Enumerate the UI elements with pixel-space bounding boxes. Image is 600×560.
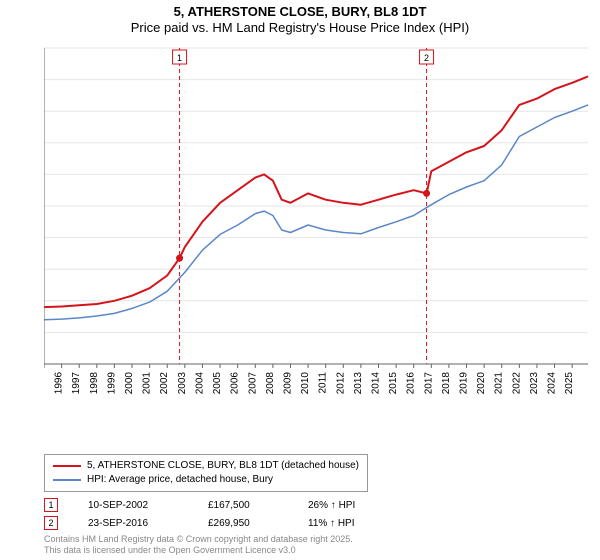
svg-text:2001: 2001 [142, 372, 153, 395]
svg-text:1: 1 [177, 53, 182, 63]
svg-text:2: 2 [424, 53, 429, 63]
events-table: 1 10-SEP-2002 £167,500 26% ↑ HPI 2 23-SE… [44, 496, 355, 532]
legend-row: 5, ATHERSTONE CLOSE, BURY, BL8 1DT (deta… [53, 459, 359, 473]
event-date: 10-SEP-2002 [88, 500, 178, 511]
event-row: 1 10-SEP-2002 £167,500 26% ↑ HPI [44, 496, 355, 514]
svg-text:2002: 2002 [159, 372, 170, 395]
svg-text:2013: 2013 [353, 372, 364, 395]
svg-text:2019: 2019 [459, 372, 470, 395]
svg-text:1997: 1997 [71, 372, 82, 395]
chart-container: 5, ATHERSTONE CLOSE, BURY, BL8 1DT Price… [0, 0, 600, 560]
svg-text:2000: 2000 [124, 372, 135, 395]
svg-text:2021: 2021 [494, 372, 505, 395]
legend-label-1: 5, ATHERSTONE CLOSE, BURY, BL8 1DT (deta… [87, 459, 359, 473]
svg-text:2011: 2011 [318, 372, 329, 394]
title-subtitle: Price paid vs. HM Land Registry's House … [0, 20, 600, 36]
svg-text:2004: 2004 [194, 372, 205, 395]
legend-swatch-1 [53, 465, 81, 467]
event-marker-1: 1 [44, 498, 58, 512]
svg-text:2010: 2010 [300, 372, 311, 395]
svg-text:2024: 2024 [547, 372, 558, 395]
credit-block: Contains HM Land Registry data © Crown c… [44, 534, 353, 556]
svg-text:2012: 2012 [335, 372, 346, 395]
title-block: 5, ATHERSTONE CLOSE, BURY, BL8 1DT Price… [0, 0, 600, 37]
svg-text:2007: 2007 [247, 372, 258, 395]
event-delta: 11% ↑ HPI [308, 518, 355, 529]
event-delta: 26% ↑ HPI [308, 500, 355, 511]
chart-area: £0£50K£100K£150K£200K£250K£300K£350K£400… [44, 44, 592, 409]
svg-text:2020: 2020 [476, 372, 487, 395]
legend-swatch-2 [53, 479, 81, 481]
legend-label-2: HPI: Average price, detached house, Bury [87, 473, 273, 487]
event-row: 2 23-SEP-2016 £269,950 11% ↑ HPI [44, 514, 355, 532]
svg-text:2023: 2023 [529, 372, 540, 395]
svg-text:1996: 1996 [54, 372, 65, 395]
title-address: 5, ATHERSTONE CLOSE, BURY, BL8 1DT [0, 4, 600, 20]
event-date: 23-SEP-2016 [88, 518, 178, 529]
line-chart: £0£50K£100K£150K£200K£250K£300K£350K£400… [44, 44, 592, 409]
credit-line1: Contains HM Land Registry data © Crown c… [44, 534, 353, 545]
event-price: £269,950 [208, 518, 278, 529]
legend-row: HPI: Average price, detached house, Bury [53, 473, 359, 487]
svg-text:1999: 1999 [106, 372, 117, 395]
legend: 5, ATHERSTONE CLOSE, BURY, BL8 1DT (deta… [44, 454, 368, 492]
svg-text:2022: 2022 [511, 372, 522, 395]
svg-text:2016: 2016 [406, 372, 417, 395]
svg-text:1995: 1995 [44, 372, 47, 395]
svg-text:2025: 2025 [564, 372, 575, 395]
svg-text:2009: 2009 [282, 372, 293, 395]
svg-text:2003: 2003 [177, 372, 188, 395]
credit-line2: This data is licensed under the Open Gov… [44, 545, 353, 556]
svg-text:2017: 2017 [423, 372, 434, 395]
svg-text:2008: 2008 [265, 372, 276, 395]
svg-text:2015: 2015 [388, 372, 399, 395]
svg-text:2005: 2005 [212, 372, 223, 395]
svg-text:2018: 2018 [441, 372, 452, 395]
svg-text:2006: 2006 [230, 372, 241, 395]
event-price: £167,500 [208, 500, 278, 511]
svg-text:2014: 2014 [370, 372, 381, 395]
event-marker-2: 2 [44, 516, 58, 530]
svg-text:1998: 1998 [89, 372, 100, 395]
